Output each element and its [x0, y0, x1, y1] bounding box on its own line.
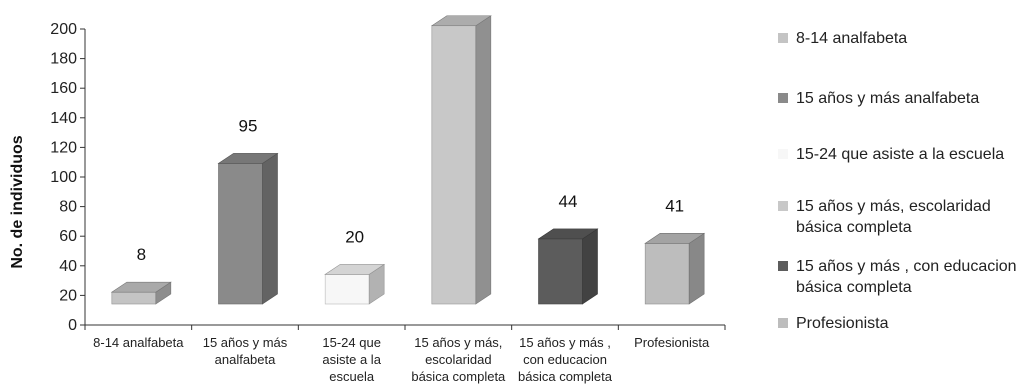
- legend-item: 15 años y más, escolaridad básica comple…: [778, 196, 1026, 238]
- chart-plot: 0204060801001201401601802008952018844418…: [50, 15, 726, 384]
- legend-item: 15-24 que asiste a la escuela: [778, 144, 1026, 165]
- bar: [110, 281, 172, 305]
- bar-value-label: 8: [137, 245, 146, 264]
- y-tick-label: 0: [68, 317, 77, 334]
- bar: [324, 263, 386, 305]
- bar-value-label: 44: [559, 192, 578, 211]
- bar: [644, 232, 706, 305]
- bar-front: [218, 163, 263, 305]
- legend-item: 15 años y más analfabeta: [778, 88, 1026, 109]
- bar-front: [644, 243, 690, 305]
- legend-label: Profesionista: [796, 315, 889, 332]
- legend-item: 8-14 analfabeta: [778, 28, 1026, 49]
- bar-side: [582, 228, 598, 305]
- bar-side: [688, 232, 705, 305]
- bar-side: [262, 152, 278, 305]
- legend-swatch: [778, 201, 788, 211]
- x-category-label: 15-24 que asiste a la escuela: [322, 335, 381, 384]
- legend-item: Profesionista: [778, 313, 1026, 334]
- bar-front: [324, 274, 370, 305]
- legend-swatch: [778, 149, 788, 159]
- bar: [537, 228, 599, 305]
- bar: [217, 152, 279, 305]
- legend-label: 15-24 que asiste a la escuela: [796, 146, 1005, 163]
- bar-value-label: 95: [239, 116, 258, 135]
- x-category-label: 15 años y más, escolaridad básica completa: [411, 335, 506, 384]
- x-category-label: 8-14 analfabeta: [93, 335, 184, 350]
- legend-swatch: [778, 318, 788, 328]
- y-tick-label: 100: [50, 169, 77, 186]
- x-category-label: Profesionista: [634, 335, 710, 350]
- bar-value-label: 20: [345, 227, 364, 246]
- bar-side: [475, 15, 492, 305]
- y-tick-label: 40: [59, 258, 77, 275]
- legend-swatch: [778, 33, 788, 43]
- bar-value-label: 41: [665, 196, 684, 215]
- legend-swatch: [778, 93, 788, 103]
- x-category-label: 15 años y más analfabeta: [203, 335, 288, 367]
- bar-top: [110, 281, 172, 293]
- legend-label: 15 años y más analfabeta: [796, 90, 980, 107]
- bar-top: [644, 233, 706, 244]
- legend-label: 15 años y más, escolaridad básica comple…: [796, 198, 991, 236]
- y-tick-label: 140: [50, 110, 77, 127]
- x-category-label: 15 años y más , con educacion básica compl…: [518, 335, 613, 384]
- legend-item: 15 años y más , con educacion básica com…: [778, 256, 1026, 298]
- y-tick-label: 200: [50, 21, 77, 38]
- y-axis-label: No. de individuos: [9, 135, 26, 269]
- legend: 8-14 analfabeta 15 años y más analfabeta 1…: [778, 0, 1026, 389]
- y-tick-label: 20: [59, 287, 77, 304]
- y-axis-label-container: No. de individuos: [7, 86, 29, 318]
- bar-front: [538, 238, 583, 305]
- legend-swatch: [778, 261, 788, 271]
- bar-top: [217, 153, 279, 164]
- bar-top: [537, 228, 599, 240]
- bar: [430, 15, 492, 305]
- y-tick-label: 60: [59, 228, 77, 245]
- y-tick-label: 80: [59, 199, 77, 216]
- bar-top: [430, 15, 492, 27]
- y-tick-label: 120: [50, 139, 77, 156]
- y-tick-label: 180: [50, 51, 77, 68]
- legend-label: 8-14 analfabeta: [796, 30, 908, 47]
- bar-front: [111, 291, 157, 305]
- bar-top: [324, 264, 386, 275]
- y-tick-label: 160: [50, 80, 77, 97]
- bar-front: [431, 25, 477, 305]
- legend-label: 15 años y más , con educacion básica com…: [796, 258, 1017, 296]
